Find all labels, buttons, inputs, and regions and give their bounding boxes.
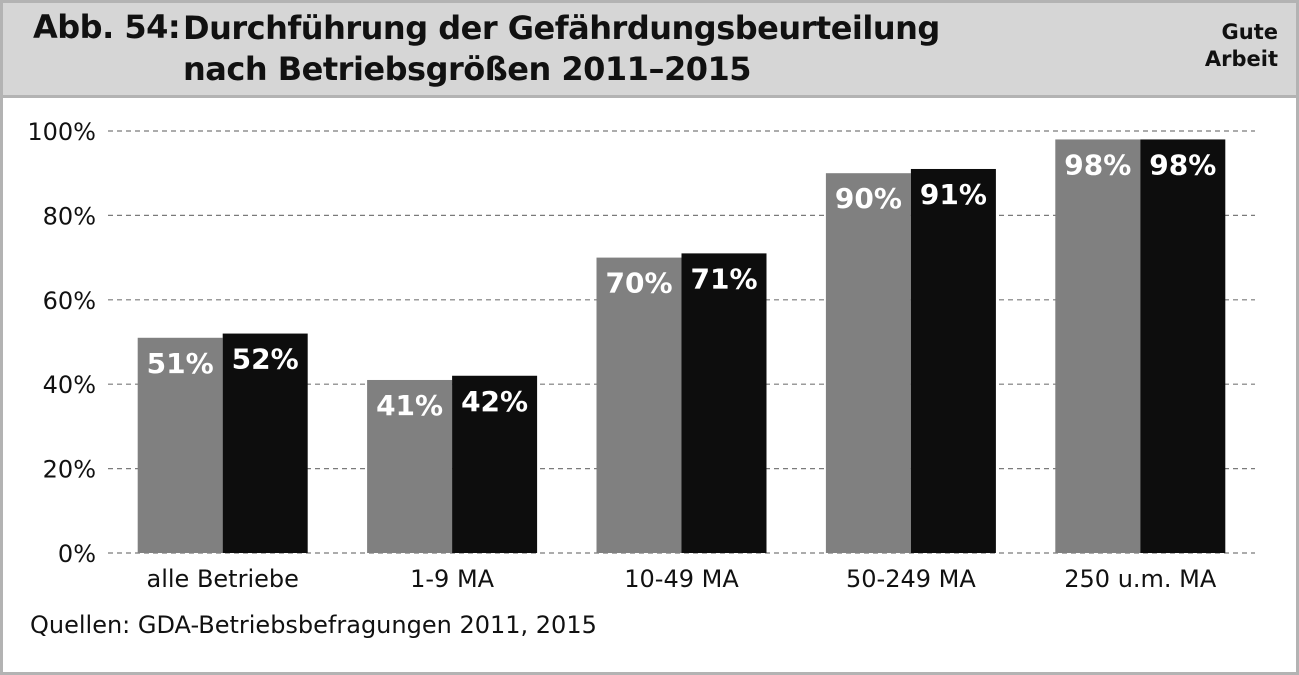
x-tick-label: 1-9 MA — [410, 565, 495, 593]
y-tick-label: 80% — [43, 202, 96, 230]
brand-logo-text: Gute Arbeit — [1205, 19, 1278, 73]
data-label: 91% — [920, 178, 987, 211]
data-label: 41% — [376, 389, 443, 422]
y-tick-label: 20% — [43, 456, 96, 484]
bar — [452, 375, 538, 553]
figure-title: Durchführung der Gefährdungsbeurteilung … — [183, 8, 940, 90]
figure-title-line-1: Durchführung der Gefährdungsbeurteilung — [183, 9, 940, 47]
bar — [681, 253, 767, 553]
bar — [1140, 139, 1226, 553]
x-tick-label: 50-249 MA — [846, 565, 976, 593]
figure-number: Abb. 54: — [33, 8, 181, 46]
bar — [367, 379, 453, 553]
bar — [137, 337, 223, 553]
data-label: 51% — [147, 347, 214, 380]
figure-title-line-2: nach Betriebsgrößen 2011–2015 — [183, 50, 751, 88]
data-label: 71% — [690, 262, 757, 295]
bar — [910, 168, 996, 554]
bar — [596, 257, 682, 553]
data-label: 98% — [1064, 148, 1131, 181]
data-label: 70% — [605, 267, 672, 300]
bar — [222, 333, 308, 553]
figure-header: Abb. 54: Durchführung der Gefährdungsbeu… — [3, 3, 1296, 98]
source-note: Quellen: GDA-Betriebsbefragungen 2011, 2… — [30, 611, 597, 639]
brand-line-2: Arbeit — [1204, 47, 1278, 71]
brand-line-1: Gute — [1221, 20, 1278, 44]
data-label: 90% — [835, 182, 902, 215]
y-tick-label: 40% — [43, 371, 96, 399]
y-tick-label: 0% — [58, 540, 96, 568]
y-tick-label: 100% — [27, 118, 96, 146]
x-tick-label: 250 u.m. MA — [1064, 565, 1217, 593]
bar — [825, 173, 911, 553]
data-label: 42% — [461, 385, 528, 418]
x-tick-label: 10-49 MA — [624, 565, 739, 593]
bar — [1055, 139, 1141, 553]
y-tick-label: 60% — [43, 287, 96, 315]
data-label: 98% — [1149, 148, 1216, 181]
x-tick-label: alle Betriebe — [147, 565, 299, 593]
data-label: 52% — [232, 343, 299, 376]
